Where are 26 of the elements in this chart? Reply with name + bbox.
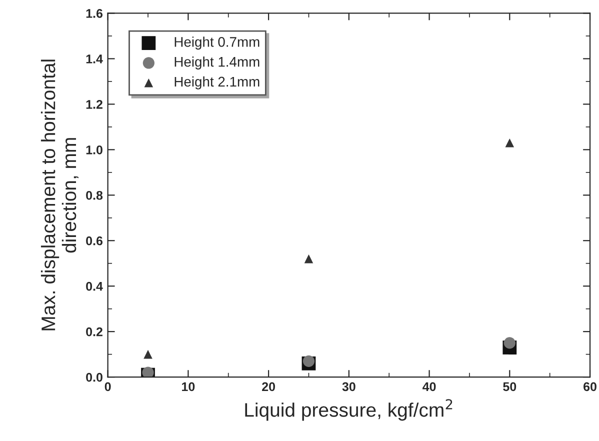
point (302, 355, 315, 367)
y-tick-label: 0.6 (86, 236, 103, 246)
y-tick-label: 0.0 (86, 372, 102, 382)
x-tick-label: 20 (262, 382, 275, 392)
legend-label: Height 0.7mm (174, 36, 260, 50)
point (505, 138, 514, 148)
y-tick-label: 1.6 (86, 9, 103, 18)
x-tick-label: 0 (104, 382, 111, 392)
x-tick-label: 10 (182, 382, 195, 392)
y-tick-label: 0.2 (86, 327, 102, 336)
y-tick-label: 1.2 (86, 100, 102, 109)
y-tick-label: 1.0 (86, 145, 102, 154)
y-tick-label: 0.4 (86, 282, 103, 291)
y-axis-title: Max. displacement to horizontal direction, mm (40, 60, 78, 330)
point (504, 337, 516, 349)
x-tick-label: 50 (503, 382, 516, 392)
legend-label: Height 2.1mm (174, 76, 260, 90)
legend-label: Height 1.4mm (174, 56, 260, 70)
x-tick-label: 30 (342, 382, 356, 392)
point (144, 350, 152, 359)
x-tick-label: 40 (422, 382, 436, 392)
point (304, 254, 314, 264)
x-tick-label: 60 (584, 382, 596, 392)
x-axis-title: Liquid pressure, kgf/cm$^{2}$ (245, 399, 452, 421)
y-tick-label: 1.4 (86, 54, 103, 64)
y-tick-label: 0.8 (86, 190, 103, 200)
